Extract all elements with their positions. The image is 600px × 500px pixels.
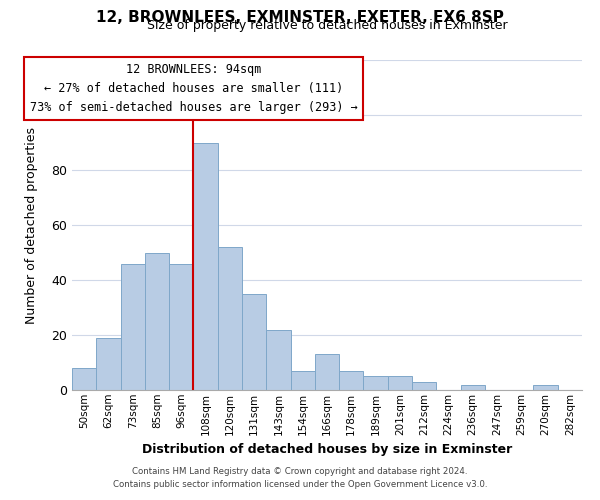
Bar (169, 264, 193, 390)
Bar (364, 376, 388, 390)
Bar (193, 142, 218, 390)
Text: 12 BROWNLEES: 94sqm
← 27% of detached houses are smaller (111)
73% of semi-detac: 12 BROWNLEES: 94sqm ← 27% of detached ho… (29, 62, 358, 114)
Bar (96, 338, 121, 390)
Bar (242, 294, 266, 390)
X-axis label: Distribution of detached houses by size in Exminster: Distribution of detached houses by size … (142, 443, 512, 456)
Bar (121, 264, 145, 390)
Text: 12, BROWNLEES, EXMINSTER, EXETER, EX6 8SP: 12, BROWNLEES, EXMINSTER, EXETER, EX6 8S… (96, 10, 504, 25)
Bar (266, 330, 290, 390)
Bar (461, 384, 485, 390)
Text: Contains HM Land Registry data © Crown copyright and database right 2024.
Contai: Contains HM Land Registry data © Crown c… (113, 468, 487, 489)
Y-axis label: Number of detached properties: Number of detached properties (25, 126, 38, 324)
Bar (218, 247, 242, 390)
Bar (72, 368, 96, 390)
Bar (315, 354, 339, 390)
Bar (145, 252, 169, 390)
Bar (533, 384, 558, 390)
Title: Size of property relative to detached houses in Exminster: Size of property relative to detached ho… (146, 20, 508, 32)
Bar (290, 371, 315, 390)
Bar (339, 371, 364, 390)
Bar (412, 382, 436, 390)
Bar (388, 376, 412, 390)
